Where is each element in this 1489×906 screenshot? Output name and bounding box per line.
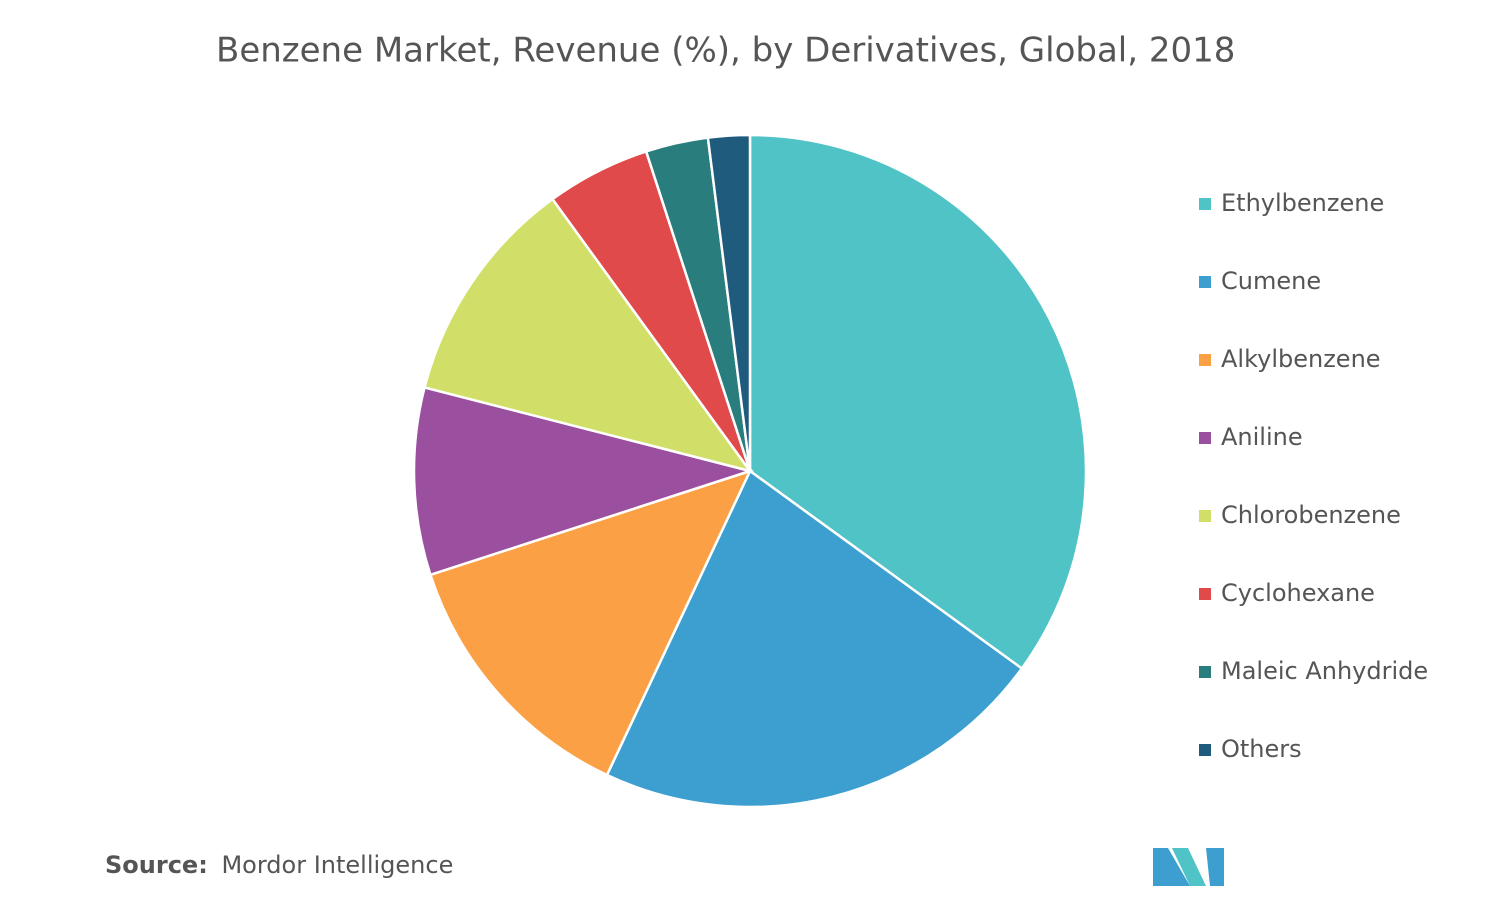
legend-label: Chlorobenzene (1221, 501, 1401, 529)
pie-slice (412, 385, 755, 577)
legend-swatch (1199, 744, 1211, 756)
legend-label: Maleic Anhydride (1221, 657, 1428, 685)
pie-slice (428, 468, 753, 777)
legend-swatch (1199, 276, 1211, 288)
legend-swatch (1199, 666, 1211, 678)
legend-label: Aniline (1221, 423, 1303, 451)
pie-slice (423, 197, 754, 474)
legend-label: Ethylbenzene (1221, 189, 1384, 217)
legend-swatch (1199, 198, 1211, 210)
legend-label: Cyclohexane (1221, 579, 1375, 607)
logo (1153, 848, 1224, 886)
legend-label: Others (1221, 735, 1302, 763)
source-label: Source: (105, 851, 208, 879)
source: Source: Mordor Intelligence (105, 851, 453, 879)
pie-slice (748, 133, 1088, 671)
pie-slice (706, 133, 752, 472)
chart-title: Benzene Market, Revenue (%), by Derivati… (216, 31, 1235, 71)
legend-swatch (1199, 588, 1211, 600)
legend-label: Alkylbenzene (1221, 345, 1381, 373)
legend-swatch (1199, 510, 1211, 522)
legend-swatch (1199, 354, 1211, 366)
legend-swatch (1199, 432, 1211, 444)
source-text: Mordor Intelligence (221, 851, 453, 879)
legend-label: Cumene (1221, 267, 1321, 295)
